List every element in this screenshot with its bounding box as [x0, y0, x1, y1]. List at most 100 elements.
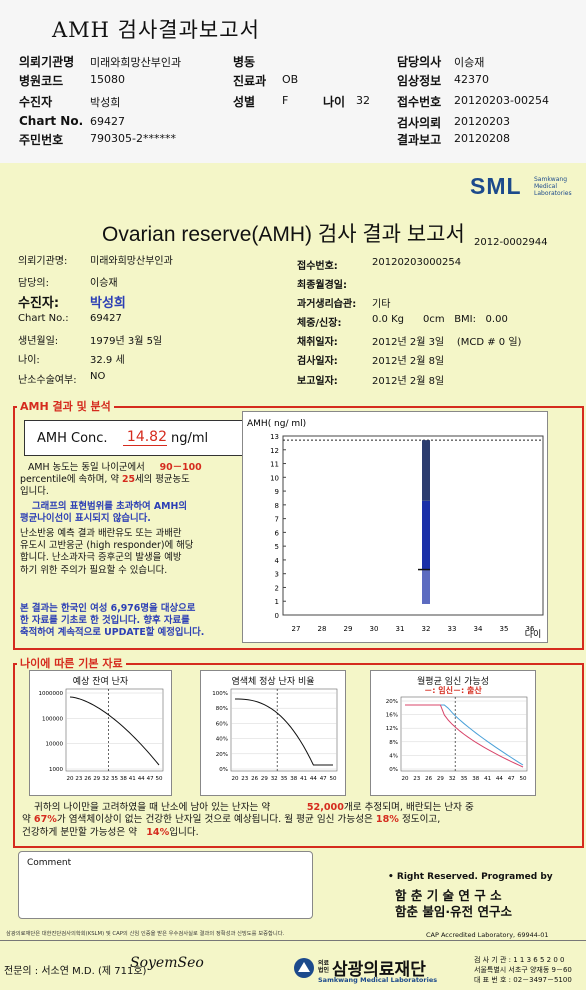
oocyte-count-chart-panel: 예상 잔여 난자 1000000 100000 10000 1000 20 23 26 29 3…	[29, 670, 172, 796]
patient-value-r5: 2012년 2월 8일	[372, 356, 445, 367]
c3-x-tick-label: 38	[472, 776, 479, 782]
c1-x-tick-label: 38	[120, 776, 127, 782]
amh-section-box	[13, 406, 584, 650]
c2-x-tick-label: 23	[241, 776, 248, 782]
amh-y-tick-label: 8	[275, 502, 279, 510]
header-value-3-7: 20120203	[454, 115, 510, 128]
c3-x-tick-label: 44	[496, 776, 503, 782]
patient-value-3: 69427	[90, 313, 122, 324]
c3-y-tick-label: 0%	[389, 767, 398, 773]
c3-y-tick-label: 12%	[386, 726, 398, 732]
amh-y-tick-label: 3	[275, 571, 279, 579]
header-value-2-3: F	[282, 94, 289, 107]
c2-x-tick-label: 50	[330, 776, 337, 782]
c2-series-line	[234, 698, 333, 766]
amh-y-tick-label: 4	[275, 557, 280, 565]
amh-x-tick-label: 31	[396, 625, 405, 633]
amh-y-tick-label: 7	[275, 516, 279, 524]
amh-bar-segment-0	[422, 569, 430, 604]
header-label-0-6: 담당의사	[397, 55, 442, 69]
patient-label-2: 수진자:	[18, 296, 60, 311]
header-value-0-7: 이승재	[454, 56, 485, 69]
header-value-4-1: 790305-2******	[90, 132, 176, 145]
c2-x-tick-label: 29	[261, 776, 268, 782]
c2-x-tick-label: 38	[290, 776, 297, 782]
patient-label-0: 의뢰기관명:	[18, 256, 68, 267]
header-label-3-6: 검사의뢰	[397, 116, 442, 130]
amh-conc-box: AMH Conc. 14.82 ng/ml	[24, 420, 244, 456]
amh-x-tick-label: 32	[422, 625, 431, 633]
rights-text: • Right Reserved. Programed by	[388, 872, 553, 882]
org-name-en: Samkwang Medical Laboratories	[318, 976, 438, 984]
header-label-1-0: 병원코드	[19, 74, 64, 88]
sml-logo: SML	[470, 173, 522, 199]
certification-note: 삼광의료재단은 대한진단검사의학회(KSLM) 및 CAP의 신임 인증을 받은…	[6, 931, 285, 937]
c1-y-tick-label: 100000	[42, 716, 63, 722]
age-summary-text: 귀하의 나이만을 고려하였을 때 난소에 남아 있는 난자는 약 52,000개…	[22, 802, 474, 838]
amh-y-tick-label: 9	[275, 488, 279, 496]
c1-x-tick-label: 41	[129, 776, 136, 782]
c3-x-tick-label: 35	[461, 776, 468, 782]
c1-x-tick-label: 47	[147, 776, 154, 782]
c3-x-tick-label: 23	[413, 776, 420, 782]
age-section-title: 나이에 따른 기본 자료	[17, 655, 126, 671]
c3-birth-line	[405, 704, 524, 768]
amh-y-tick-label: 5	[275, 543, 279, 551]
c2-x-tick-label: 47	[320, 776, 327, 782]
c1-x-tick-label: 29	[93, 776, 100, 782]
c1-y-tick-label: 10000	[46, 742, 64, 748]
doctor-signature: SoyemSeo	[130, 955, 204, 971]
amh-y-tick-label: 11	[270, 461, 279, 469]
header-label-3-0: Chart No.	[19, 114, 84, 128]
amh-y-tick-label: 13	[270, 433, 279, 441]
patient-value-4: 1979년 3월 5일	[90, 336, 163, 347]
oocyte-count-chart: 1000000 100000 10000 1000 20 23 26 29 32 35 38 41 44…	[39, 688, 164, 782]
patient-label-r6: 보고일자:	[297, 376, 338, 387]
comment-box: Comment	[18, 851, 313, 919]
c2-plot-area	[230, 688, 338, 772]
c1-x-tick-label: 35	[111, 776, 118, 782]
header-label-4-6: 결과보고	[397, 133, 442, 147]
org-address: 검 사 기 관 : 1 1 3 6 5 2 0 0 서울특별시 서초구 양재동 9…	[474, 956, 572, 985]
c3-x-tick-label: 26	[425, 776, 432, 782]
c2-x-tick-label: 35	[281, 776, 288, 782]
patient-label-r3: 체중/신장:	[297, 318, 342, 329]
comment-label: Comment	[27, 858, 72, 868]
c3-y-tick-label: 8%	[389, 740, 398, 746]
c3-x-tick-label: 47	[508, 776, 515, 782]
c2-x-tick-label: 44	[310, 776, 317, 782]
pregnancy-chart-legend: －: 임신－: 출산	[424, 686, 482, 695]
amh-y-axis-label: AMH( ng/ ml)	[247, 419, 306, 429]
c2-x-tick-label: 20	[232, 776, 239, 782]
header-label-0-2: 병동	[233, 55, 256, 69]
c2-y-tick-label: 80%	[216, 706, 228, 712]
patient-value-6: NO	[90, 371, 106, 382]
c1-plot-area	[65, 688, 164, 772]
samkwang-logo-icon	[293, 957, 315, 983]
patient-value-1: 이승재	[90, 278, 118, 289]
amh-x-tick-label: 35	[500, 625, 509, 633]
pregnancy-chart: 20% 16% 12% 8% 4% 0% 20 23 26 29 32 35 38 41 44 47 50	[386, 696, 528, 782]
header-label-2-6: 접수번호	[397, 95, 442, 109]
patient-label-r1: 최종월경일:	[297, 280, 347, 291]
amh-bar-segment-2	[422, 440, 430, 501]
chromosome-normal-chart-panel: 염색체 정상 난자 비율 100% 80% 60% 40% 20% 0% 20 23 26 29 3…	[200, 670, 346, 796]
header-label-1-6: 임상정보	[397, 74, 442, 88]
c2-x-tick-label: 41	[300, 776, 307, 782]
c3-y-tick-label: 4%	[389, 753, 398, 759]
header-label-1-2: 진료과	[233, 74, 267, 88]
c3-plot-area	[400, 696, 528, 772]
c1-x-tick-label: 44	[138, 776, 145, 782]
amh-bar-segment-1	[422, 500, 430, 570]
amh-conc-label: AMH Conc.	[37, 431, 108, 446]
patient-value-5: 32.9 세	[90, 355, 125, 366]
amh-y-tick-label: 10	[270, 474, 279, 482]
oocyte-count-chart-title: 예상 잔여 난자	[72, 677, 129, 687]
c3-x-tick-label: 50	[520, 776, 527, 782]
amh-y-tick-label: 6	[275, 529, 280, 537]
c1-y-tick-label: 1000	[49, 767, 63, 773]
amh-x-tick-label: 29	[344, 625, 353, 633]
org-name: 삼광의료재단	[332, 960, 426, 980]
amh-conc-value: 14.82	[123, 429, 167, 446]
